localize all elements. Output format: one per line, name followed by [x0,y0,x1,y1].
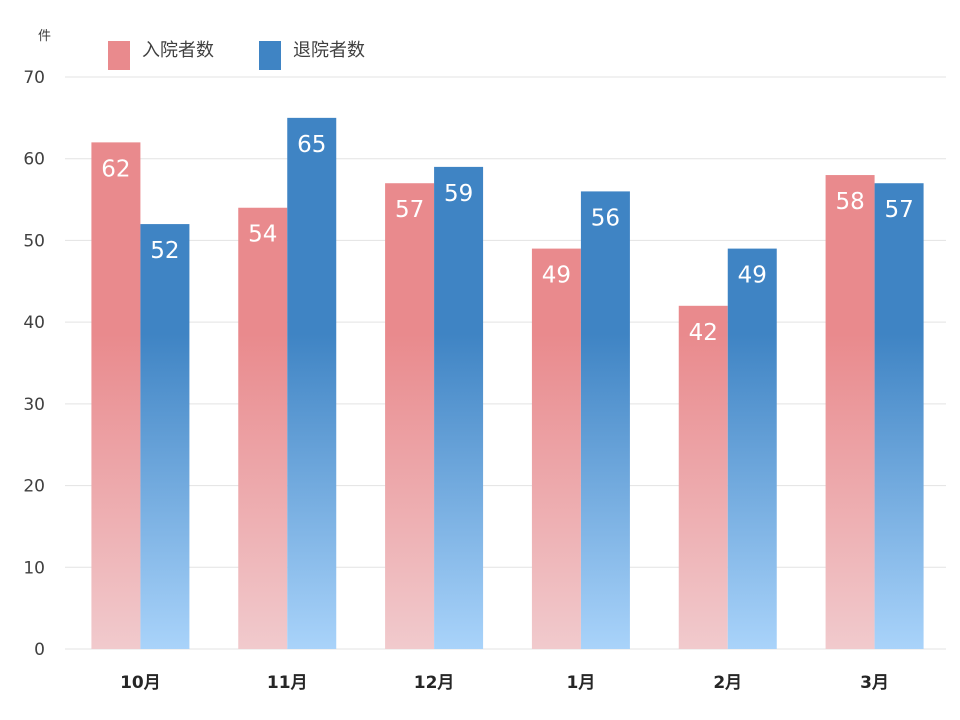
y-axis: 0 10 20 30 40 50 60 70 [23,68,45,660]
bar-discharges [874,183,924,649]
x-tick-label: 3月 [860,673,889,693]
data-label: 57 [395,197,424,223]
data-label: 65 [297,132,326,158]
x-tick-label: 12月 [414,673,455,693]
data-labels: 62 52 54 65 57 59 49 56 42 49 58 57 [101,132,913,346]
bar-admissions [91,142,141,649]
bar-discharges [727,248,777,649]
data-label: 58 [835,189,864,215]
bar-admissions [678,305,728,649]
y-tick-label: 50 [23,231,45,251]
x-tick-label: 11月 [267,673,308,693]
bar-admissions [825,175,875,650]
y-tick-label: 10 [23,558,45,578]
legend-swatch [259,41,281,70]
bar-discharges [140,224,190,650]
data-label: 49 [542,263,571,289]
bars [91,117,924,650]
legend-swatch [108,41,130,70]
y-tick-label: 0 [34,640,45,660]
legend-label: 退院者数 [293,40,365,61]
legend-label: 入院者数 [142,40,214,61]
bar-discharges [287,117,337,650]
data-label: 42 [689,320,718,346]
bar-admissions [385,183,435,649]
bar-discharges [434,166,484,649]
data-label: 54 [248,222,277,248]
data-label: 52 [150,238,179,264]
bar-admissions [238,207,288,649]
y-unit-label: 件 [38,29,51,44]
y-tick-label: 40 [23,313,45,333]
data-label: 59 [444,181,473,207]
y-tick-label: 70 [23,68,45,88]
y-tick-label: 20 [23,477,45,497]
data-label: 62 [101,156,130,182]
bar-discharges [580,191,630,649]
x-tick-label: 2月 [713,673,742,693]
legend: 入院者数 退院者数 [108,40,365,70]
y-tick-label: 30 [23,395,45,415]
x-tick-label: 10月 [120,673,161,693]
bar-admissions [531,248,581,649]
x-tick-label: 1月 [566,673,595,693]
data-label: 56 [591,205,620,231]
data-label: 49 [738,263,767,289]
gridlines [65,76,946,650]
data-label: 57 [884,197,913,223]
x-axis: 10月 11月 12月 1月 2月 3月 [120,673,889,693]
y-tick-label: 60 [23,150,45,170]
